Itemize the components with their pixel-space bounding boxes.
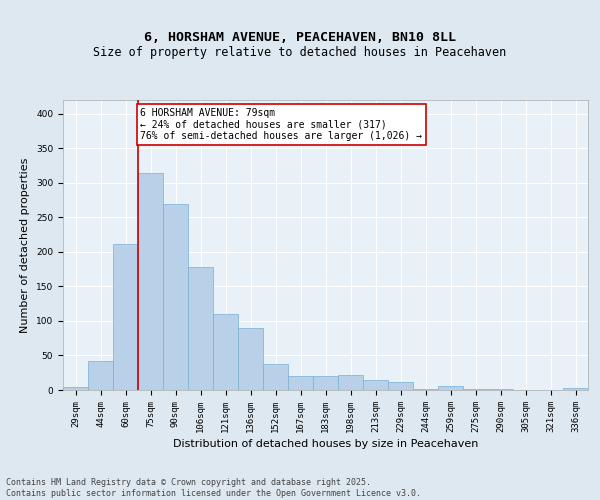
Bar	[213, 314, 238, 390]
Bar	[138, 172, 163, 390]
Bar	[263, 364, 288, 390]
Bar	[388, 382, 413, 390]
Bar	[88, 361, 113, 390]
Bar	[63, 387, 88, 390]
Bar	[113, 244, 138, 390]
Bar	[463, 388, 488, 390]
Bar	[413, 388, 438, 390]
Bar	[438, 386, 463, 390]
Bar	[188, 267, 213, 390]
Text: Size of property relative to detached houses in Peacehaven: Size of property relative to detached ho…	[94, 46, 506, 59]
Bar	[288, 376, 313, 390]
Bar	[563, 388, 588, 390]
X-axis label: Distribution of detached houses by size in Peacehaven: Distribution of detached houses by size …	[173, 439, 478, 449]
Bar	[338, 375, 363, 390]
Bar	[363, 380, 388, 390]
Text: 6 HORSHAM AVENUE: 79sqm
← 24% of detached houses are smaller (317)
76% of semi-d: 6 HORSHAM AVENUE: 79sqm ← 24% of detache…	[140, 108, 422, 142]
Bar	[238, 328, 263, 390]
Bar	[163, 204, 188, 390]
Bar	[313, 376, 338, 390]
Text: 6, HORSHAM AVENUE, PEACEHAVEN, BN10 8LL: 6, HORSHAM AVENUE, PEACEHAVEN, BN10 8LL	[144, 31, 456, 44]
Text: Contains HM Land Registry data © Crown copyright and database right 2025.
Contai: Contains HM Land Registry data © Crown c…	[6, 478, 421, 498]
Y-axis label: Number of detached properties: Number of detached properties	[20, 158, 31, 332]
